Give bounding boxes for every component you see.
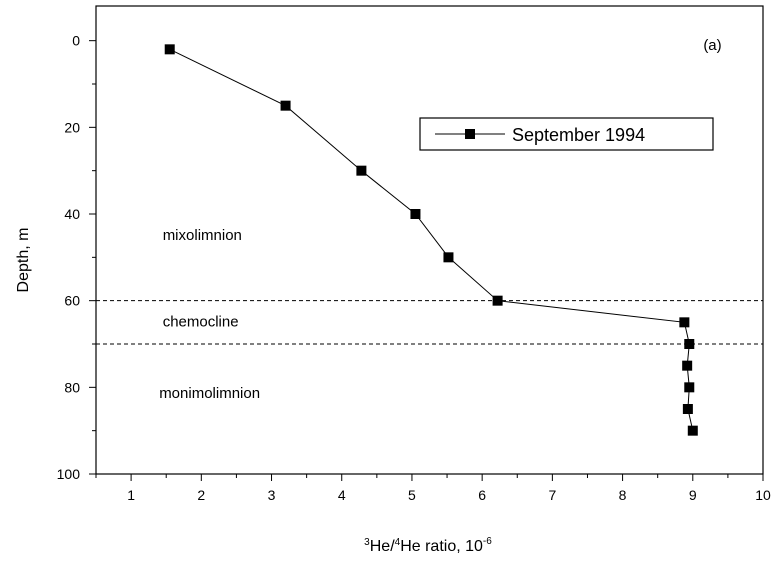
x-tick-label: 4 [338, 487, 346, 503]
data-point [684, 339, 695, 349]
x-axis-title-sup-3: 3 [364, 537, 370, 548]
series-layer [164, 44, 698, 436]
data-point [443, 252, 454, 263]
x-tick-label: 9 [689, 487, 697, 503]
reference-lines [96, 300, 763, 345]
legend-marker [465, 129, 475, 139]
y-tick-label: 20 [64, 119, 80, 135]
y-tick-label: 40 [64, 206, 80, 222]
x-axis-title-suffix: He ratio, 10 [400, 538, 483, 555]
data-point [356, 165, 367, 176]
data-point [687, 425, 698, 436]
data-point [280, 100, 291, 111]
x-tick-label: 7 [548, 487, 556, 503]
y-tick-label: 0 [72, 33, 80, 49]
y-tick-label: 80 [64, 379, 80, 395]
annotation-monimolimnion: monimolimnion [159, 385, 260, 402]
y-tick-label: 100 [57, 466, 81, 482]
x-axis-title-sup-4: 4 [395, 537, 401, 548]
x-tick-label: 6 [478, 487, 486, 503]
x-tick-label: 8 [619, 487, 627, 503]
x-tick-label: 1 [127, 487, 135, 503]
legend-entry-september-1994: September 1994 [512, 125, 645, 145]
x-axis-title-exponent: -6 [483, 536, 492, 547]
data-point [164, 44, 175, 55]
series-line [169, 48, 694, 431]
x-axis-title: 3He/4He ratio, 10-6 [364, 536, 492, 555]
data-point [679, 317, 690, 328]
annotation-mixolimnion: mixolimnion [163, 227, 242, 244]
data-point [682, 360, 693, 371]
plot-frame [95, 5, 764, 475]
legend: September 1994 [419, 117, 714, 151]
annotation-a: (a) [703, 37, 721, 54]
y-axis-title: Depth, m [15, 228, 32, 293]
x-tick-label: 10 [755, 487, 771, 503]
data-point [684, 382, 695, 393]
x-axis-title-mid: He/ [370, 538, 395, 555]
data-point [492, 295, 503, 306]
data-point [682, 404, 693, 414]
annotations-layer: (a) mixolimnion chemocline monimolimnion [159, 37, 721, 402]
x-tick-label: 2 [197, 487, 205, 503]
y-tick-label: 60 [64, 293, 80, 309]
data-point [410, 209, 421, 219]
x-tick-label: 3 [268, 487, 276, 503]
annotation-chemocline: chemocline [163, 314, 239, 331]
x-tick-label: 5 [408, 487, 416, 503]
